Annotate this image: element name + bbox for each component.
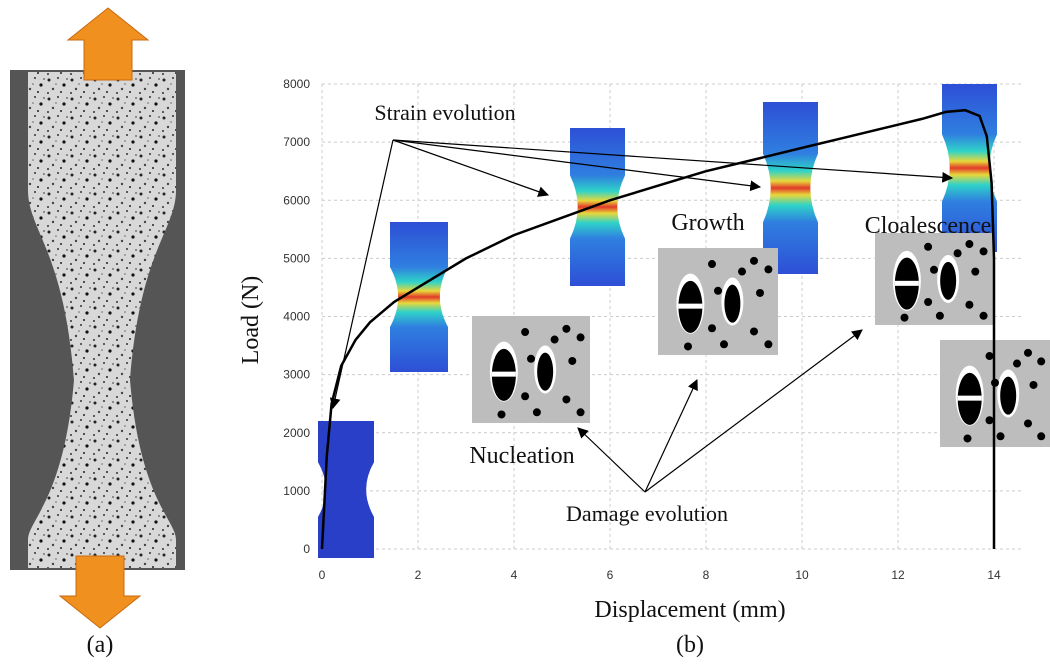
void: [1013, 359, 1021, 368]
void: [935, 311, 944, 320]
annotation: Nucleation: [469, 443, 574, 469]
y-tick-label: 2000: [283, 426, 310, 440]
annotation: Growth: [671, 210, 744, 236]
y-tick-label: 3000: [283, 368, 310, 382]
void: [963, 434, 972, 443]
annotation-arrow: [392, 139, 954, 183]
void-band: [678, 303, 703, 309]
void: [550, 335, 559, 344]
void: [576, 408, 585, 417]
void: [684, 342, 692, 351]
void: [568, 356, 577, 365]
void: [1024, 419, 1032, 428]
void: [1000, 376, 1017, 415]
void: [720, 340, 728, 349]
annotation: Damage evolution: [566, 501, 728, 526]
void: [953, 249, 962, 258]
void: [576, 333, 585, 342]
strain-inset: [390, 222, 448, 372]
panel-label: (a): [87, 632, 114, 658]
void: [537, 352, 554, 391]
y-tick-label: 4000: [283, 310, 310, 324]
void: [940, 261, 957, 300]
annotation: Cloalescence: [865, 213, 992, 239]
x-tick-label: 2: [415, 568, 422, 582]
void: [1037, 432, 1046, 441]
x-axis-label: Displacement (mm): [594, 597, 785, 623]
void: [979, 247, 988, 256]
void: [924, 242, 933, 251]
void: [965, 240, 974, 249]
strain-inset: [570, 128, 625, 286]
arrow-up: [66, 7, 150, 81]
y-tick-label: 0: [303, 542, 310, 556]
void: [562, 395, 571, 404]
void: [750, 327, 758, 336]
void: [985, 352, 994, 361]
y-tick-label: 7000: [283, 135, 310, 149]
annotation-arrow: [577, 427, 646, 493]
arrow-down: [58, 555, 142, 629]
void: [527, 354, 535, 363]
void: [1037, 357, 1046, 366]
plot: 0 1000 2000 3000 4000 5000 6000 7000 8000 0 2 4 6 8 10…: [238, 77, 1050, 623]
void: [930, 265, 938, 274]
x-tick-label: 4: [511, 568, 518, 582]
panel-label: (b): [676, 632, 704, 658]
y-tick-label: 1000: [283, 484, 310, 498]
void: [532, 408, 541, 417]
void: [738, 267, 746, 276]
void-band: [894, 280, 919, 286]
specimen: [28, 72, 176, 568]
y-tick-label: 5000: [283, 251, 310, 265]
damage-inset: [472, 316, 590, 423]
void: [756, 288, 764, 297]
void: [1029, 380, 1038, 389]
void-band: [957, 395, 982, 401]
void: [750, 256, 758, 265]
void: [521, 328, 530, 337]
y-tick-label: 8000: [283, 77, 310, 91]
strain-inset: [763, 102, 818, 274]
x-tick-label: 6: [607, 568, 614, 582]
void: [965, 300, 974, 309]
void: [497, 410, 506, 419]
void: [708, 260, 716, 269]
annotation-arrow: [644, 379, 698, 493]
x-tick-label: 0: [319, 568, 326, 582]
void: [764, 265, 773, 274]
x-tick-label: 8: [703, 568, 710, 582]
x-tick-label: 12: [891, 568, 905, 582]
void: [714, 286, 722, 295]
x-tick-label: 10: [795, 568, 809, 582]
void-band: [491, 371, 516, 377]
void: [924, 298, 933, 306]
y-tick-label: 6000: [283, 193, 310, 207]
void: [708, 324, 716, 333]
strain-inset: [318, 421, 374, 558]
x-tick-label: 14: [987, 568, 1001, 582]
annotation: Strain evolution: [374, 100, 515, 125]
void: [562, 324, 571, 333]
damage-inset: [658, 248, 778, 355]
void: [900, 313, 909, 322]
void: [985, 416, 994, 425]
void: [1024, 348, 1032, 357]
load-curve: [320, 108, 996, 550]
void: [764, 340, 773, 349]
void: [521, 392, 530, 401]
void: [979, 311, 988, 320]
damage-inset: [875, 233, 993, 325]
void: [724, 284, 741, 323]
annotation-arrow: [392, 139, 550, 197]
annotation-arrow: [644, 329, 863, 493]
annotation-arrow: [392, 139, 762, 192]
void: [971, 267, 980, 276]
annotation-arrow: [329, 139, 394, 410]
y-axis-label: Load (N): [238, 276, 264, 365]
void: [996, 432, 1005, 441]
